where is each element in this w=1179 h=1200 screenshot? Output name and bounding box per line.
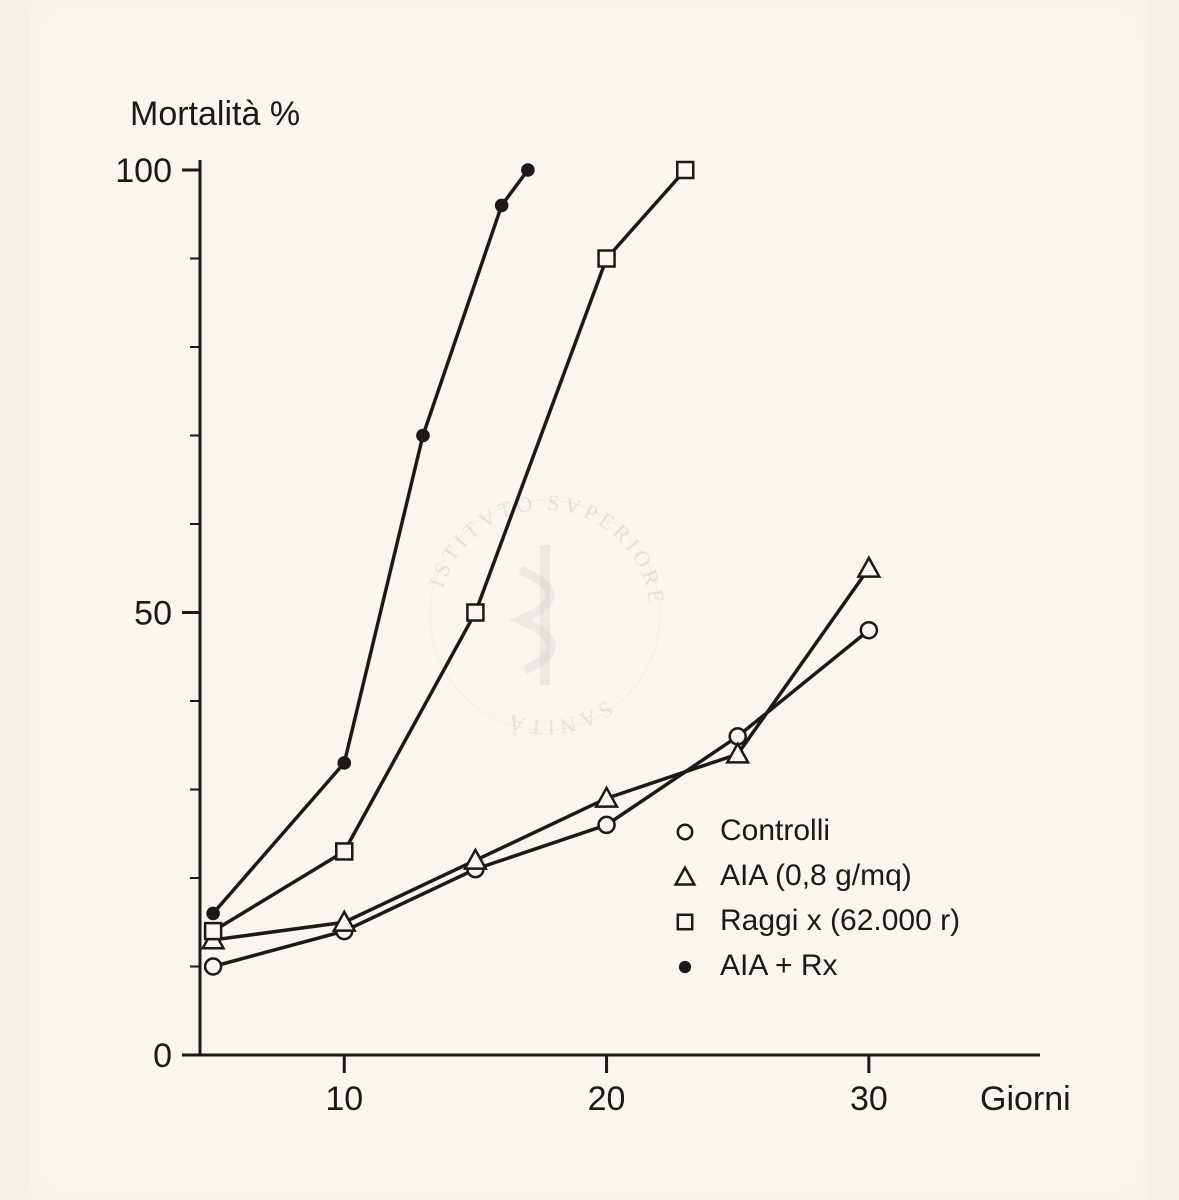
data-point: [337, 756, 351, 770]
y-tick-label: 0: [153, 1037, 172, 1075]
data-point: [336, 843, 352, 859]
x-tick-label: 20: [588, 1080, 626, 1118]
x-tick-label: 30: [850, 1080, 888, 1118]
data-point: [521, 163, 535, 177]
y-tick-label: 50: [134, 595, 172, 633]
data-point: [861, 622, 877, 638]
data-point: [599, 251, 615, 267]
data-point: [205, 959, 221, 975]
legend-marker-aia: [676, 868, 695, 885]
mortality-chart: ISTITVTO SVPERIORE DI SANITÀ 0 50 100 10 20 30…: [0, 0, 1179, 1200]
svg-text:ISTITVTO SVPERIORE DI: ISTITVTO SVPERIORE DI: [0, 0, 670, 618]
data-point: [467, 605, 483, 621]
legend-marker-raggix: [678, 915, 692, 929]
svg-text:SANITÀ: SANITÀ: [501, 696, 617, 740]
data-point: [206, 907, 220, 921]
legend-label-raggix: Raggi x (62.000 r): [720, 904, 960, 937]
x-axis-title: Giorni: [980, 1080, 1071, 1118]
data-point: [858, 558, 879, 577]
data-point: [495, 199, 509, 213]
data-point: [416, 429, 430, 443]
y-axis-title: Mortalità %: [130, 95, 300, 133]
data-point: [465, 850, 486, 869]
data-point: [677, 162, 693, 178]
axis-labels: Mortalità % Giorni: [130, 95, 1071, 1118]
chart-legend: Controlli AIA (0,8 g/mq) Raggi x (62.000 r…: [676, 814, 960, 982]
data-point: [205, 923, 221, 939]
y-tick-label: 100: [115, 152, 172, 190]
legend-label-controlli: Controlli: [720, 814, 830, 847]
data-point: [599, 817, 615, 833]
x-tick-label: 10: [325, 1080, 363, 1118]
legend-label-aia_rx: AIA + Rx: [720, 949, 838, 982]
legend-marker-controlli: [678, 825, 692, 839]
legend-label-aia: AIA (0,8 g/mq): [720, 859, 912, 892]
data-point: [334, 912, 355, 931]
axes: 0 50 100 10 20 30: [115, 152, 1040, 1118]
legend-marker-aia_rx: [679, 961, 691, 973]
watermark: ISTITVTO SVPERIORE DI SANITÀ: [0, 0, 670, 740]
